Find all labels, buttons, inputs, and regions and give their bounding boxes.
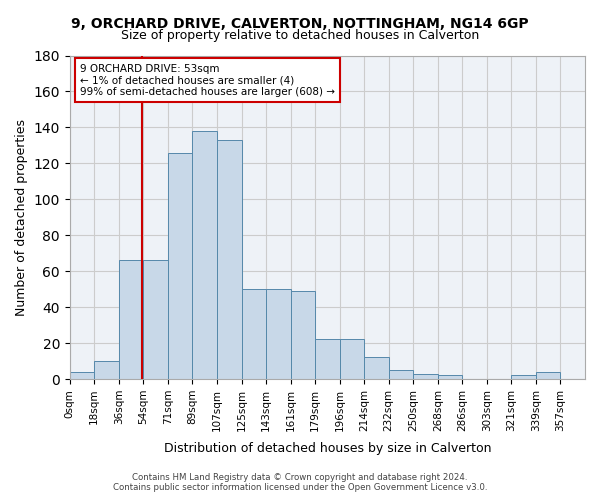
Bar <box>315 340 340 379</box>
Bar <box>119 260 143 379</box>
Bar <box>143 260 168 379</box>
Text: Size of property relative to detached houses in Calverton: Size of property relative to detached ho… <box>121 29 479 42</box>
Text: 9, ORCHARD DRIVE, CALVERTON, NOTTINGHAM, NG14 6GP: 9, ORCHARD DRIVE, CALVERTON, NOTTINGHAM,… <box>71 18 529 32</box>
X-axis label: Distribution of detached houses by size in Calverton: Distribution of detached houses by size … <box>164 442 491 455</box>
Bar <box>438 376 463 379</box>
Bar <box>536 372 560 379</box>
Bar <box>70 372 94 379</box>
Text: 9 ORCHARD DRIVE: 53sqm
← 1% of detached houses are smaller (4)
99% of semi-detac: 9 ORCHARD DRIVE: 53sqm ← 1% of detached … <box>80 64 335 97</box>
Bar <box>217 140 242 379</box>
Bar <box>290 291 315 379</box>
Y-axis label: Number of detached properties: Number of detached properties <box>15 119 28 316</box>
Bar <box>364 358 389 379</box>
Bar <box>511 376 536 379</box>
Bar <box>168 152 193 379</box>
Bar <box>193 131 217 379</box>
Bar <box>413 374 438 379</box>
Bar <box>389 370 413 379</box>
Bar <box>94 361 119 379</box>
Bar <box>266 289 290 379</box>
Bar <box>340 340 364 379</box>
Text: Contains HM Land Registry data © Crown copyright and database right 2024.
Contai: Contains HM Land Registry data © Crown c… <box>113 473 487 492</box>
Bar <box>242 289 266 379</box>
